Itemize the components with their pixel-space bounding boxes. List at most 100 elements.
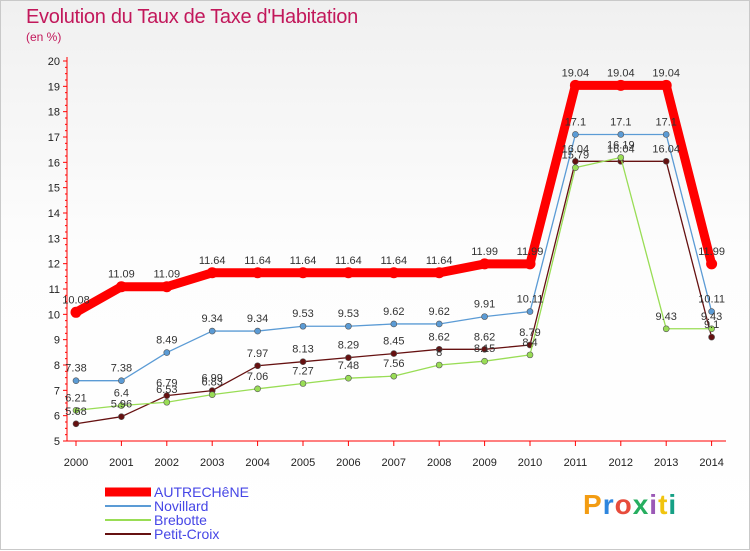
data-point: [572, 131, 579, 138]
data-label: 7.38: [65, 363, 86, 375]
data-point: [479, 258, 491, 270]
logo-letter: i: [668, 489, 678, 520]
x-tick-label: 2010: [518, 457, 542, 469]
x-tick-label: 2004: [245, 457, 269, 469]
data-point: [617, 131, 625, 138]
y-tick-label: 12: [48, 259, 60, 271]
y-tick-label: 20: [48, 56, 60, 68]
data-label: 16.04: [607, 143, 635, 155]
data-point: [297, 267, 309, 279]
data-point: [254, 385, 261, 393]
data-label: 9.53: [338, 308, 359, 320]
data-label: 11.64: [335, 255, 362, 267]
data-point: [115, 281, 127, 293]
data-label: 7.48: [338, 360, 359, 372]
data-point: [161, 281, 173, 293]
data-label: 11.64: [290, 255, 317, 267]
data-label: 5.68: [65, 406, 86, 418]
y-tick-label: 14: [48, 208, 60, 220]
data-point: [118, 413, 125, 420]
x-tick-label: 2008: [427, 457, 451, 469]
data-point: [481, 357, 488, 365]
data-label: 11.64: [199, 255, 226, 267]
data-point: [163, 349, 171, 356]
data-label: 17.1: [565, 116, 586, 128]
data-point: [708, 333, 715, 341]
data-point: [206, 267, 218, 279]
data-point: [706, 258, 718, 270]
legend-label: Novillard: [154, 498, 208, 514]
x-tick-label: 2006: [336, 457, 360, 469]
data-label: 9.34: [201, 313, 222, 325]
data-label: 9.62: [383, 306, 404, 318]
data-point: [299, 322, 307, 330]
data-point: [481, 345, 488, 353]
data-point: [390, 350, 398, 357]
data-label: 10.11: [698, 294, 725, 306]
data-label: 7.56: [383, 358, 404, 370]
data-label: 9.91: [474, 299, 495, 311]
y-tick-label: 9: [54, 335, 60, 347]
data-point: [254, 327, 261, 335]
logo-letter: o: [614, 489, 633, 520]
data-point: [572, 158, 579, 165]
data-point: [208, 327, 216, 335]
logo-letter: i: [649, 489, 659, 520]
data-label: 9.43: [701, 311, 722, 323]
data-label: 8.79: [519, 327, 540, 339]
data-label: 11.09: [108, 269, 135, 281]
data-label: 6.53: [156, 384, 177, 396]
series-lines: [70, 79, 718, 428]
data-label: 8.13: [292, 344, 313, 356]
data-label: 6.4: [114, 388, 129, 400]
data-label: 11.64: [380, 255, 407, 267]
data-label: 11.09: [153, 269, 180, 281]
data-label: 8.62: [474, 331, 495, 343]
data-label: 15.79: [562, 150, 590, 162]
y-tick-label: 6: [54, 411, 60, 423]
data-point: [118, 377, 125, 385]
data-point: [252, 267, 264, 279]
logo-letter: P: [583, 489, 603, 520]
data-point: [390, 372, 398, 380]
data-label: 19.04: [652, 67, 680, 79]
data-label: 16.04: [562, 143, 590, 155]
y-tick-label: 17: [48, 132, 60, 144]
data-label: 8.4: [522, 337, 537, 349]
x-tick-label: 2000: [64, 457, 88, 469]
y-tick-label: 16: [48, 157, 60, 169]
data-label: 7.06: [247, 371, 268, 383]
data-point: [208, 391, 216, 398]
data-point: [435, 345, 443, 353]
data-point: [524, 258, 536, 270]
y-tick-label: 7: [54, 385, 60, 397]
data-point: [662, 325, 670, 333]
data-point: [72, 420, 80, 428]
data-point: [299, 358, 307, 366]
data-point: [569, 79, 581, 91]
data-point: [163, 398, 171, 406]
data-point: [342, 267, 354, 279]
x-tick-label: 2003: [200, 457, 224, 469]
logo-letter: r: [602, 489, 615, 520]
data-point: [254, 362, 261, 370]
data-point: [388, 267, 400, 279]
data-point: [390, 320, 398, 328]
data-label: 11.99: [698, 246, 725, 258]
data-label: 16.19: [607, 140, 635, 152]
data-point: [70, 306, 82, 318]
data-label: 8: [436, 347, 442, 359]
y-tick-label: 19: [48, 81, 60, 93]
x-tick-label: 2011: [564, 457, 588, 469]
data-point: [572, 164, 579, 171]
axes: 5 6 7 8 9 10 11 12 13 14 15 16 17 18 19 20 2000 2001 2002 2…: [48, 56, 726, 469]
logo-letter: x: [632, 489, 650, 520]
legend-label: Brebotte: [154, 512, 207, 528]
data-label: 9.1: [704, 319, 719, 331]
x-tick-label: 2013: [654, 457, 678, 469]
data-label: 6.99: [201, 373, 222, 385]
data-point: [435, 320, 443, 328]
data-label: 8.29: [338, 340, 359, 352]
y-tick-label: 18: [48, 107, 60, 119]
